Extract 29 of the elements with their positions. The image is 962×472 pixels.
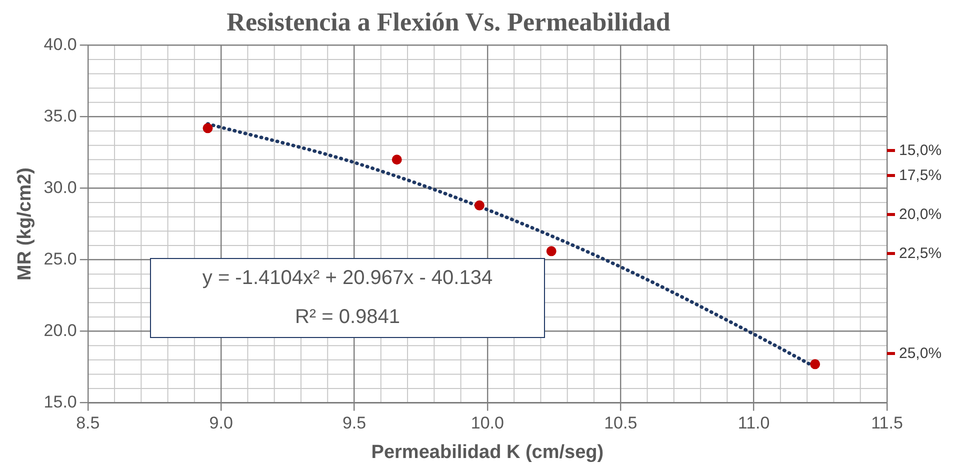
- text: 22,5%: [899, 244, 942, 262]
- y-tick-label: 40.0: [44, 34, 77, 54]
- annotation: y = -1.4104x² + 20.967x - 40.134: [202, 267, 493, 290]
- point: [810, 359, 820, 370]
- y-tick-label: 35.0: [44, 106, 77, 126]
- text: 17,5%: [899, 166, 942, 184]
- x-tick-label: 9.5: [342, 414, 366, 433]
- y-tick-label: 30.0: [44, 178, 77, 197]
- x-axis-title: Permeabilidad K (cm/seg): [371, 442, 604, 463]
- y-tick-label: 25.0: [44, 249, 77, 268]
- x-tick-label: 11.5: [871, 414, 903, 433]
- point: [202, 123, 213, 134]
- x-tick-label: 10.5: [604, 414, 638, 433]
- y-tick-label: 15.0: [44, 392, 77, 412]
- x-tick-label: 9.0: [209, 414, 233, 433]
- x-tick-label: 11.0: [738, 414, 770, 433]
- chart-title: Resistencia a Flexión Vs. Permeabilidad: [226, 7, 671, 36]
- text: 25,0%: [899, 344, 942, 362]
- text: 20,0%: [899, 206, 942, 222]
- text-box: y = -1.4104x² + 20.967x - 40.134 R² = 0.9841: [150, 258, 545, 338]
- x-tick-label: 10.0: [470, 414, 504, 433]
- point: [392, 154, 402, 165]
- x-tick-label: 8.5: [76, 414, 100, 433]
- y-tick-label: 20.0: [44, 320, 77, 340]
- point: [546, 246, 556, 256]
- text: 15,0%: [899, 142, 942, 158]
- y-axis-title: MR (kg/cm2): [14, 168, 36, 280]
- annotation: R² = 0.9841: [294, 306, 400, 329]
- point: [474, 200, 484, 210]
